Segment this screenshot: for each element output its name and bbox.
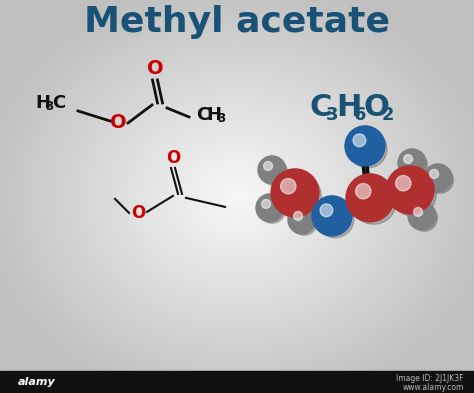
Circle shape (351, 179, 396, 224)
Circle shape (401, 152, 428, 178)
Circle shape (312, 196, 352, 236)
Circle shape (345, 126, 385, 166)
Circle shape (398, 149, 426, 177)
Text: H: H (35, 94, 50, 112)
Circle shape (349, 130, 387, 168)
Text: 3: 3 (326, 106, 338, 124)
Circle shape (259, 197, 285, 223)
Circle shape (403, 154, 412, 163)
Circle shape (281, 178, 296, 194)
Circle shape (356, 184, 371, 199)
Circle shape (293, 211, 302, 220)
Circle shape (414, 208, 422, 217)
Circle shape (424, 164, 452, 192)
Text: C: C (310, 94, 332, 123)
Text: C: C (52, 94, 65, 112)
Circle shape (391, 171, 437, 216)
Text: www.alamy.com: www.alamy.com (402, 383, 464, 392)
Text: alamy: alamy (18, 377, 56, 387)
Text: C: C (196, 106, 209, 124)
Text: O: O (166, 149, 180, 167)
Text: Methyl acetate: Methyl acetate (84, 5, 390, 39)
Circle shape (396, 176, 411, 191)
Circle shape (264, 162, 273, 171)
Circle shape (346, 174, 394, 222)
Text: H: H (336, 94, 361, 123)
Circle shape (256, 194, 284, 222)
Text: O: O (131, 204, 145, 222)
Circle shape (316, 200, 354, 238)
Circle shape (320, 204, 333, 217)
Circle shape (271, 169, 319, 217)
Text: 3: 3 (217, 112, 225, 125)
Text: Image ID: 2J1JK3F: Image ID: 2J1JK3F (396, 374, 464, 383)
Circle shape (261, 159, 287, 185)
Text: O: O (109, 114, 126, 132)
Circle shape (429, 169, 438, 178)
Circle shape (408, 202, 436, 230)
Circle shape (276, 174, 321, 219)
Text: 3: 3 (45, 101, 53, 114)
Text: O: O (146, 59, 164, 77)
Circle shape (353, 134, 366, 147)
Circle shape (291, 209, 318, 235)
Circle shape (288, 206, 316, 234)
Text: O: O (364, 94, 390, 123)
Circle shape (427, 167, 454, 193)
Circle shape (386, 166, 434, 214)
Bar (0, 371, 474, 393)
Circle shape (258, 156, 286, 184)
Text: 2: 2 (382, 106, 394, 124)
Text: 6: 6 (354, 106, 366, 124)
Circle shape (411, 205, 438, 231)
Circle shape (262, 200, 271, 208)
Text: H: H (206, 106, 221, 124)
